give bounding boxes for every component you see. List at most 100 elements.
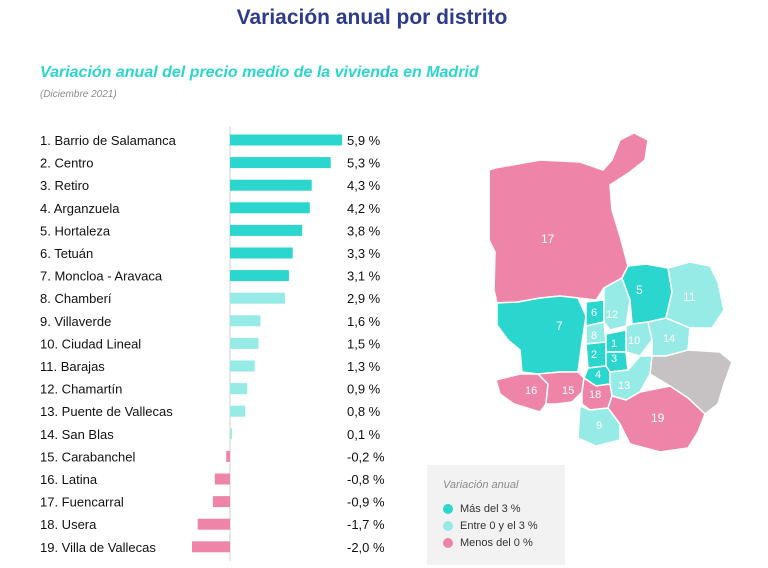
chart-subtitle: (Diciembre 2021) <box>40 89 117 100</box>
legend-label-high: Más del 3 % <box>460 503 521 515</box>
map-label-14: 14 <box>663 333 675 345</box>
legend-item-mid: Entre 0 y el 3 % <box>443 520 538 532</box>
map-label-15: 15 <box>562 385 574 397</box>
category-label: 11. Barajas <box>40 359 105 374</box>
bar <box>230 247 293 259</box>
map-district-5 <box>621 263 673 325</box>
map-label-4: 4 <box>595 369 601 381</box>
bar <box>230 428 232 440</box>
category-label: 12. Chamartín <box>40 382 122 397</box>
map-label-2: 2 <box>591 349 597 361</box>
category-label: 1. Barrio de Salamanca <box>40 133 177 148</box>
value-label: 3,3 % <box>347 246 381 261</box>
map-district-17 <box>490 132 649 304</box>
category-label: 15. Carabanchel <box>40 449 136 464</box>
map-district-7 <box>496 295 587 375</box>
value-label: 0,9 % <box>347 382 381 397</box>
value-label: 0,1 % <box>347 427 381 442</box>
bar <box>230 360 255 372</box>
district-map: 17 7 6 12 5 11 8 10 14 1 2 3 4 13 16 15 … <box>490 132 733 453</box>
map-label-10: 10 <box>628 335 640 347</box>
category-label: 18. Usera <box>40 517 97 532</box>
bar <box>230 383 248 395</box>
map-label-7: 7 <box>556 319 563 333</box>
bar <box>230 179 312 191</box>
map-label-8: 8 <box>591 330 597 342</box>
value-label: 0,8 % <box>347 404 381 419</box>
map-label-3: 3 <box>611 353 617 365</box>
map-label-11: 11 <box>683 290 696 304</box>
value-label: 3,1 % <box>347 269 381 284</box>
bar <box>230 134 343 146</box>
value-label: -2,0 % <box>347 540 385 555</box>
category-label: 13. Puente de Vallecas <box>40 404 173 419</box>
category-label: 3. Retiro <box>40 178 89 193</box>
map-label-16: 16 <box>525 385 537 397</box>
value-label: 3,8 % <box>347 223 381 238</box>
page-title: Variación anual por distrito <box>236 6 508 29</box>
bar-chart: 1. Barrio de Salamanca 5,9 % 2. Centro 5,3 … <box>40 126 385 561</box>
bar <box>230 337 259 349</box>
map-district-9 <box>577 404 621 447</box>
legend-swatch-high <box>443 504 453 514</box>
map-label-13: 13 <box>618 380 630 392</box>
map-district-nodata <box>649 349 733 415</box>
bar <box>230 202 310 214</box>
map-legend: Variación anual Más del 3 % Entre 0 y el… <box>427 465 565 565</box>
value-label: 1,6 % <box>347 314 381 329</box>
map-label-17: 17 <box>541 232 555 246</box>
bar <box>230 405 246 417</box>
legend-title: Variación anual <box>443 479 519 491</box>
map-label-19: 19 <box>651 411 665 425</box>
bar <box>230 270 289 282</box>
value-label: 1,3 % <box>347 359 381 374</box>
legend-label-mid: Entre 0 y el 3 % <box>460 520 538 532</box>
map-labels: 17 7 6 12 5 11 8 10 14 1 2 3 4 13 16 15 … <box>525 232 696 432</box>
category-label: 4. Arganzuela <box>40 201 120 216</box>
category-label: 14. San Blas <box>40 427 114 442</box>
value-label: 4,3 % <box>347 178 381 193</box>
value-label: 5,3 % <box>347 156 381 171</box>
map-district-19 <box>607 385 706 453</box>
legend-swatch-mid <box>443 521 453 531</box>
map-district-11 <box>665 261 725 329</box>
map-label-6: 6 <box>591 307 597 319</box>
legend-label-low: Menos del 0 % <box>460 537 533 549</box>
value-label: 1,5 % <box>347 336 381 351</box>
category-label: 17. Fuencarral <box>40 495 124 510</box>
legend-item-low: Menos del 0 % <box>443 537 533 549</box>
map-label-9: 9 <box>596 420 602 432</box>
value-label: -1,7 % <box>347 517 385 532</box>
bar <box>214 473 230 485</box>
bar <box>197 518 230 530</box>
category-label: 10. Ciudad Lineal <box>40 336 141 351</box>
category-label: 9. Villaverde <box>40 314 111 329</box>
category-label: 16. Latina <box>40 472 98 487</box>
bar <box>192 541 230 553</box>
category-label: 8. Chamberí <box>40 291 112 306</box>
category-label: 19. Villa de Vallecas <box>40 540 156 555</box>
chart-title: Variación anual del precio medio de la v… <box>40 64 479 81</box>
bar <box>230 315 261 327</box>
bar <box>230 292 286 304</box>
bar <box>230 224 303 236</box>
category-label: 2. Centro <box>40 156 93 171</box>
value-label: -0,8 % <box>347 472 385 487</box>
bar <box>226 450 230 462</box>
value-label: 2,9 % <box>347 291 381 306</box>
value-label: 4,2 % <box>347 201 381 216</box>
category-label: 6. Tetuán <box>40 246 93 261</box>
map-label-1: 1 <box>611 338 617 350</box>
value-label: 5,9 % <box>347 133 381 148</box>
value-label: -0,9 % <box>347 495 385 510</box>
map-label-5: 5 <box>636 283 643 297</box>
map-label-12: 12 <box>606 309 618 321</box>
map-label-18: 18 <box>589 389 601 401</box>
map-district-15 <box>536 371 585 405</box>
bar <box>212 496 230 508</box>
category-label: 5. Hortaleza <box>40 223 111 238</box>
value-label: -0,2 % <box>347 449 385 464</box>
bar <box>230 157 331 169</box>
legend-item-high: Más del 3 % <box>443 503 521 515</box>
category-label: 7. Moncloa - Aravaca <box>40 269 163 284</box>
